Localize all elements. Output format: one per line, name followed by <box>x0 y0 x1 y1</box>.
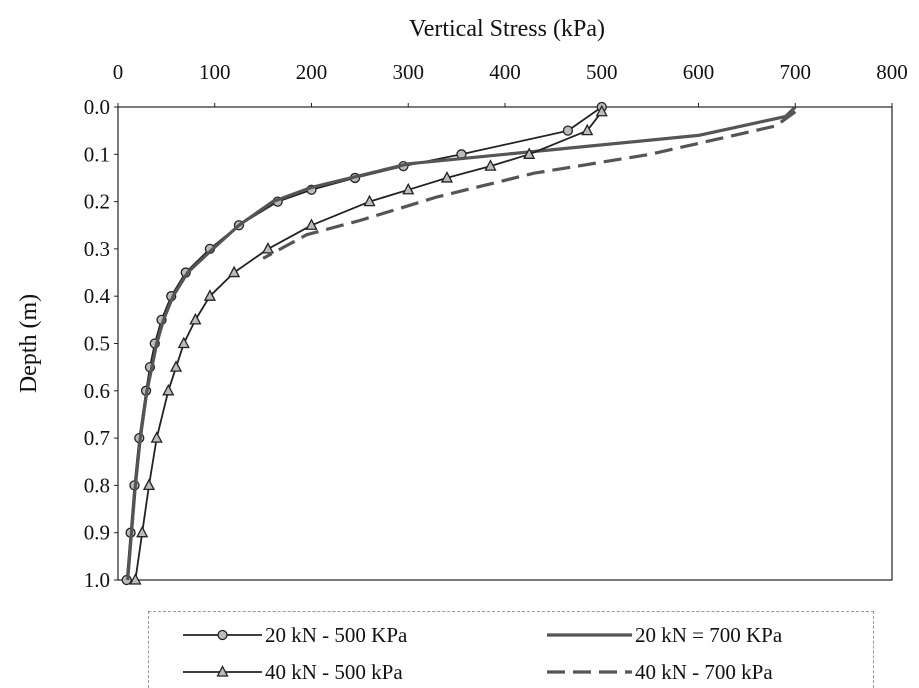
y-tick-label: 0.6 <box>84 379 110 403</box>
y-tick-label: 0.9 <box>84 521 110 545</box>
plot-area <box>117 106 893 581</box>
x-axis-ticks: 0 100 200 300 400 500 600 700 800 <box>113 60 908 107</box>
series-layer <box>121 101 797 586</box>
x-tick-label: 300 <box>393 60 425 84</box>
data-point-triangle <box>261 242 275 254</box>
x-tick-label: 100 <box>199 60 231 84</box>
legend-label: 20 kN = 700 KPa <box>635 623 783 647</box>
data-point-triangle <box>150 431 163 443</box>
y-tick-label: 0.2 <box>84 190 110 214</box>
x-tick-label: 800 <box>876 60 908 84</box>
y-tick-label: 0.3 <box>84 237 110 261</box>
data-point-triangle <box>440 171 454 183</box>
data-point-triangle <box>363 194 376 207</box>
data-point-triangle <box>129 573 142 585</box>
y-axis-title: Depth (m) <box>16 294 42 393</box>
series-2 <box>126 105 797 581</box>
legend-label: 20 kN - 500 KPa <box>265 623 408 647</box>
legend: 20 kN - 500 KPa 20 kN = 700 KPa 40 kN - 50… <box>183 623 783 684</box>
data-point-triangle <box>305 218 318 230</box>
y-tick-label: 0.5 <box>84 332 110 356</box>
data-point-triangle <box>177 336 190 349</box>
data-point-triangle <box>216 665 229 677</box>
data-point-triangle <box>228 265 241 278</box>
series-line <box>126 105 797 581</box>
legend-label: 40 kN - 700 kPa <box>635 660 773 684</box>
y-axis-ticks: 0.0 0.1 0.2 0.3 0.4 0.5 0.6 0.7 0.8 0.9 1.0 <box>84 95 118 592</box>
y-tick-label: 0.8 <box>84 473 110 497</box>
data-point-triangle <box>162 383 175 396</box>
data-point-triangle <box>402 182 415 195</box>
legend-entry: 20 kN = 700 KPa <box>547 623 783 647</box>
series-line <box>125 106 603 581</box>
series-4 <box>262 110 797 260</box>
y-tick-label: 0.4 <box>84 284 111 308</box>
data-point-triangle <box>142 478 156 491</box>
data-point-triangle <box>203 289 216 301</box>
series-3 <box>129 104 608 585</box>
data-point-triangle <box>595 104 608 117</box>
x-tick-label: 600 <box>683 60 715 84</box>
data-point-circle <box>217 629 228 641</box>
y-tick-label: 0.1 <box>84 142 110 166</box>
series-line <box>262 110 797 260</box>
legend-entry: 40 kN - 500 kPa <box>183 660 403 684</box>
x-tick-label: 500 <box>586 60 618 84</box>
x-tick-label: 200 <box>296 60 328 84</box>
x-axis-title: Vertical Stress (kPa) <box>409 16 605 42</box>
data-point-triangle <box>523 147 536 159</box>
data-point-circle <box>562 125 574 136</box>
series-line <box>134 111 603 581</box>
y-tick-label: 1.0 <box>84 568 110 592</box>
data-point-triangle <box>189 312 202 325</box>
x-tick-label: 700 <box>780 60 812 84</box>
x-tick-label: 400 <box>489 60 521 84</box>
data-point-triangle <box>581 123 594 136</box>
y-tick-label: 0.7 <box>84 426 110 450</box>
legend-entry: 20 kN - 500 KPa <box>183 623 408 647</box>
data-point-triangle <box>484 159 497 171</box>
x-tick-label: 0 <box>113 60 124 84</box>
legend-label: 40 kN - 500 kPa <box>265 660 403 684</box>
legend-entry: 40 kN - 700 kPa <box>547 660 773 684</box>
data-point-triangle <box>136 525 149 538</box>
y-tick-label: 0.0 <box>84 95 110 119</box>
legend-box <box>148 611 874 688</box>
data-point-triangle <box>169 360 183 372</box>
